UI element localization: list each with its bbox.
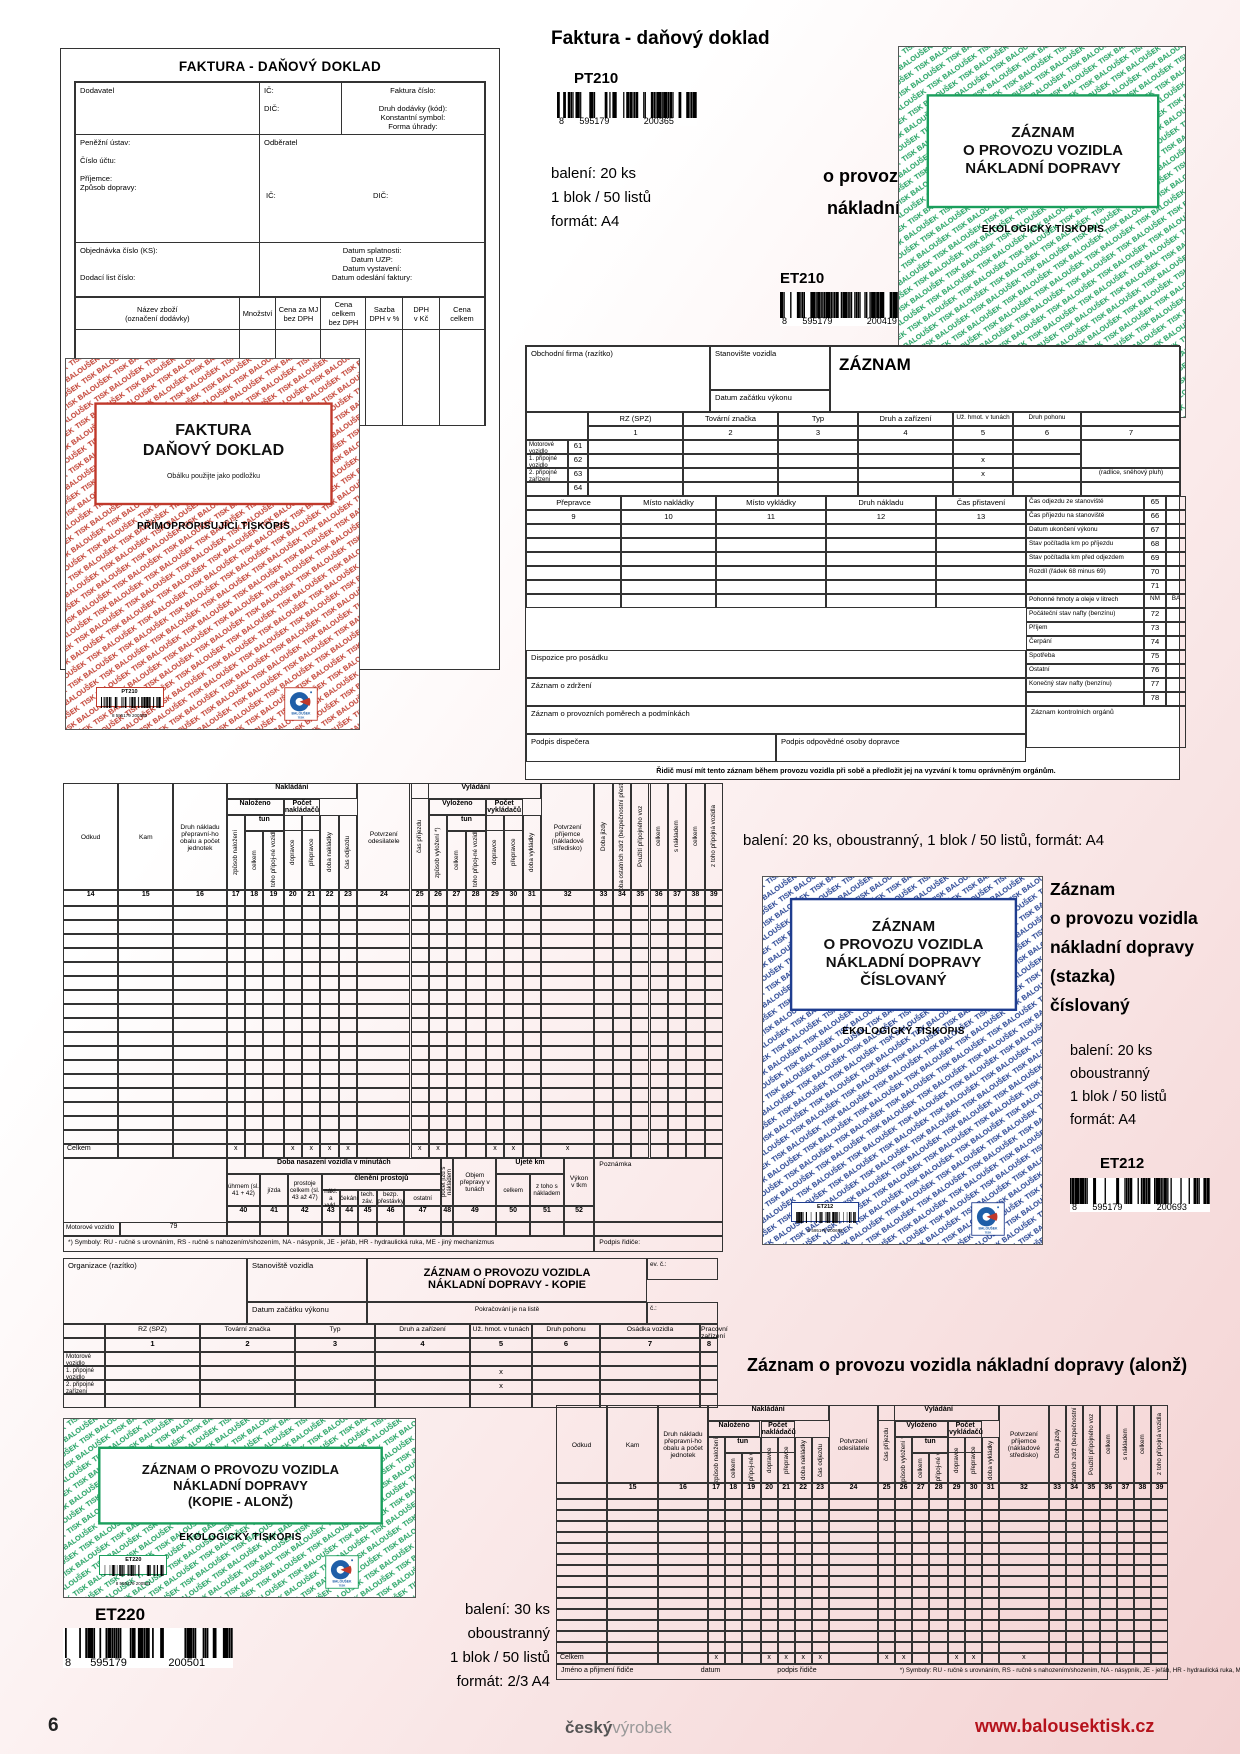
svg-text:595179: 595179 <box>90 1657 127 1668</box>
svg-text:200365: 200365 <box>644 116 674 126</box>
svg-text:8: 8 <box>782 316 787 326</box>
svg-text:8: 8 <box>1072 1202 1077 1212</box>
svg-text:TISK: TISK <box>985 1230 993 1234</box>
svg-text:595179: 595179 <box>802 316 832 326</box>
svg-text:595179: 595179 <box>579 116 609 126</box>
svg-text:200419: 200419 <box>867 316 897 326</box>
svg-text:8: 8 <box>559 116 564 126</box>
svg-text:200693: 200693 <box>1157 1202 1187 1212</box>
svg-text:8: 8 <box>65 1657 71 1668</box>
svg-text:595179: 595179 <box>1092 1202 1122 1212</box>
svg-text:TISK: TISK <box>339 1583 347 1587</box>
svg-text:200501: 200501 <box>168 1657 205 1668</box>
svg-text:TISK: TISK <box>298 715 306 719</box>
